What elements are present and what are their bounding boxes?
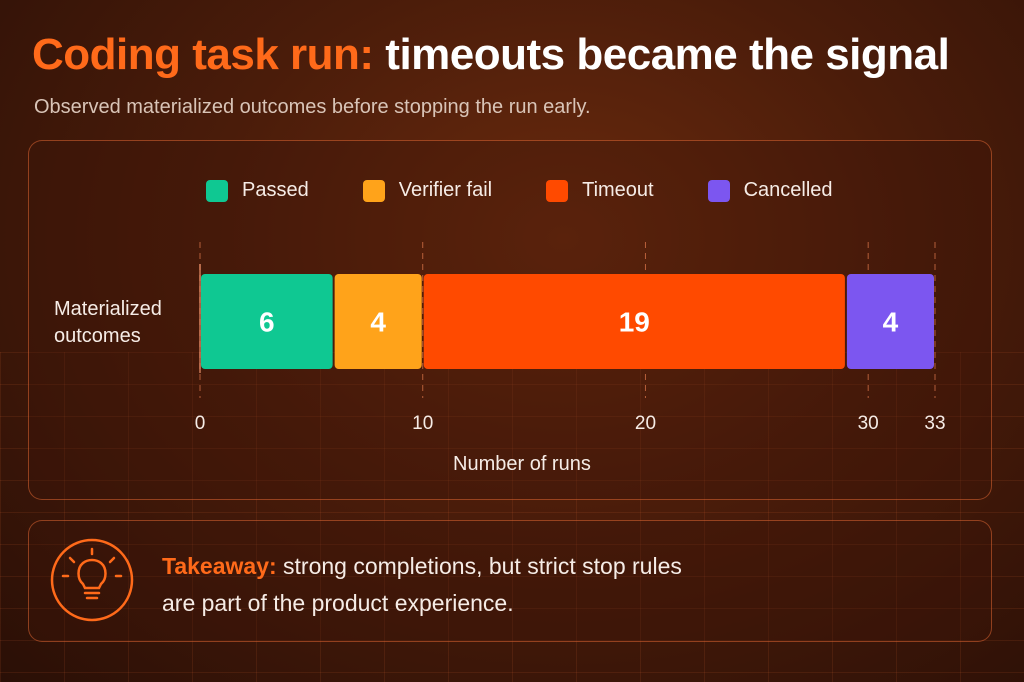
bar-segment-cancelled <box>846 274 934 369</box>
legend-label: Verifier fail <box>398 179 493 201</box>
takeaway-line-2: are part of the product experience. <box>162 590 514 616</box>
legend-swatch <box>206 179 228 202</box>
legend-label: Timeout <box>582 179 654 201</box>
data-label: 4 <box>883 307 899 338</box>
title-accent: Coding task run: <box>32 30 374 79</box>
bar-segment-passed <box>201 274 333 369</box>
x-tick-label: 33 <box>924 413 945 434</box>
data-label: 4 <box>370 307 386 338</box>
x-tick-label: 20 <box>635 413 656 434</box>
legend-swatch <box>362 179 385 202</box>
takeaway-panel <box>28 520 992 642</box>
chart-legend: Passed Verifier fail Timeout Cancelled <box>206 179 887 202</box>
x-tick-label: 10 <box>412 413 433 434</box>
legend-item-passed: Passed <box>206 179 309 202</box>
bar-segment-timeout <box>423 274 845 369</box>
legend-swatch <box>546 179 569 202</box>
title-rest: timeouts became the signal <box>385 30 950 79</box>
bar-segment-verifier-fail <box>334 274 422 369</box>
legend-item-cancelled: Cancelled <box>707 179 833 202</box>
page-title: Coding task run: timeouts became the sig… <box>32 30 950 80</box>
page-subtitle: Observed materialized outcomes before st… <box>34 96 591 118</box>
legend-label: Passed <box>242 179 309 201</box>
legend-label: Cancelled <box>743 179 833 201</box>
data-label: 6 <box>259 307 275 338</box>
x-axis-label: Number of runs <box>453 453 591 475</box>
legend-item-verifier-fail: Verifier fail <box>362 179 493 202</box>
x-tick-label: 0 <box>195 413 206 434</box>
x-tick-label: 30 <box>858 413 879 434</box>
y-category-label: Materialized outcomes <box>54 298 162 347</box>
takeaway-text: Takeaway: strong completions, but strict… <box>162 548 802 622</box>
lightbulb-icon <box>50 538 134 622</box>
legend-swatch <box>707 179 730 202</box>
data-label: 19 <box>619 307 650 338</box>
takeaway-line-1: strong completions, but strict stop rule… <box>283 553 682 579</box>
takeaway-keyword: Takeaway: <box>162 553 277 579</box>
legend-item-timeout: Timeout <box>546 179 654 202</box>
